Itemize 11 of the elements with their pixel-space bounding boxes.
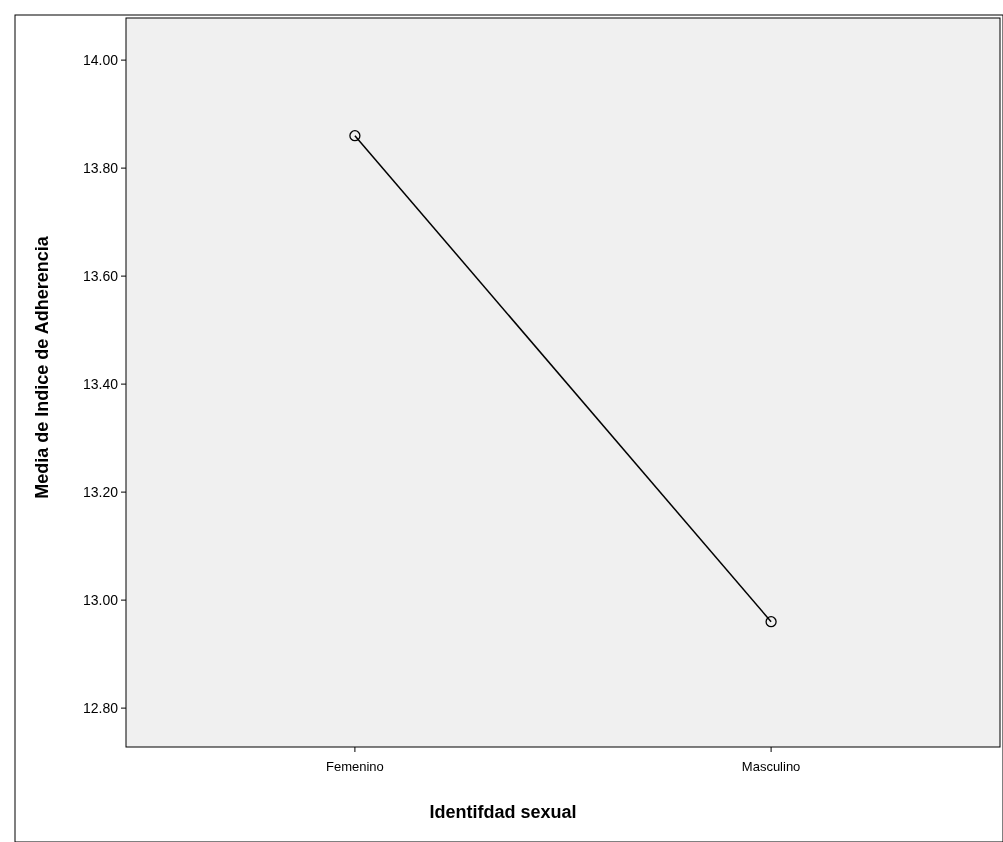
x-axis-title: Identifdad sexual <box>429 802 577 822</box>
y-tick-label: 12.80 <box>82 700 119 717</box>
y-tick-label: 14.00 <box>82 52 119 69</box>
x-tick-label: Masculino <box>741 759 801 774</box>
y-tick-label: 13.20 <box>82 484 119 501</box>
y-tick-label: 13.60 <box>82 268 119 285</box>
y-tick-label: 13.00 <box>82 592 119 609</box>
x-tick-label: Femenino <box>326 759 384 774</box>
y-tick-label: 13.80 <box>82 160 119 177</box>
y-axis-title: Media de Indice de Adherencia <box>32 235 52 499</box>
y-tick-label: 13.40 <box>82 376 119 393</box>
